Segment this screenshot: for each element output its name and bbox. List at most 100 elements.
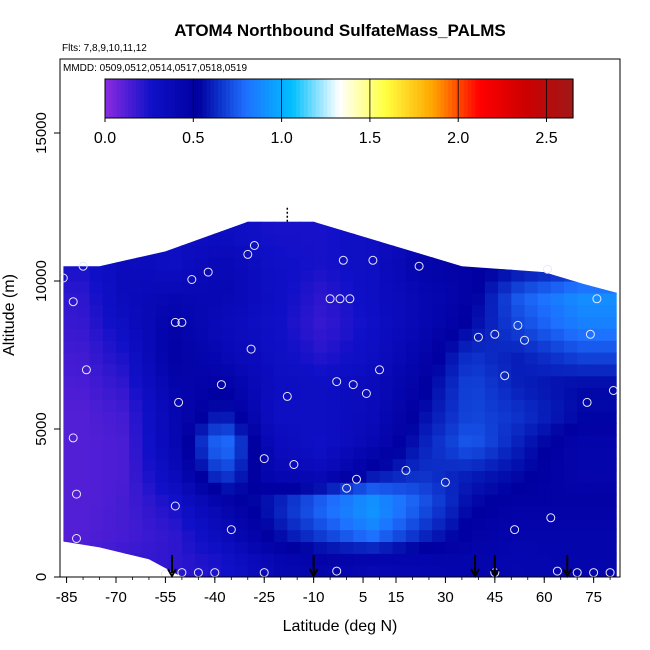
heatmap-cell [260, 257, 275, 270]
heatmap-cell [168, 541, 183, 554]
colorbar-segment [467, 79, 473, 118]
heatmap-cell [405, 245, 420, 258]
heatmap-cell [577, 281, 591, 294]
heatmap-cell [208, 541, 222, 554]
heatmap-cell [221, 411, 236, 424]
heatmap-cell [142, 363, 157, 377]
heatmap-cell [155, 399, 170, 412]
heatmap-cell [432, 340, 446, 353]
sample-point [246, 344, 256, 354]
heatmap-cell [484, 494, 499, 507]
heatmap-cell [603, 458, 617, 471]
sample-point [187, 275, 197, 284]
heatmap-cell [564, 399, 578, 412]
heatmap-cell [234, 553, 249, 566]
heatmap-cell [129, 529, 143, 542]
heatmap-cell [76, 221, 91, 223]
heatmap-cell [313, 245, 328, 258]
heatmap-cell [234, 375, 249, 389]
heatmap-cell [142, 423, 157, 436]
heatmap-cell [234, 541, 249, 554]
heatmap-cell [471, 541, 486, 554]
heatmap-cell [511, 529, 526, 542]
heatmap-cell [208, 328, 222, 341]
heatmap-cell [603, 375, 617, 389]
heatmap-cell [379, 375, 394, 389]
colorbar-segment [569, 79, 574, 118]
heatmap-cell [419, 387, 433, 400]
colorbar-segment [420, 79, 426, 118]
heatmap-cell [537, 328, 552, 341]
heatmap-cell [537, 494, 552, 507]
colorbar-segment [436, 79, 441, 118]
sample-point [440, 477, 450, 487]
heatmap-cell [458, 482, 473, 495]
heatmap-cell [564, 292, 578, 306]
heatmap-cell [564, 517, 578, 531]
heatmap-cell [445, 257, 460, 270]
colorbar-segment [147, 79, 153, 118]
heatmap-cell [498, 399, 512, 412]
heatmap-cell [89, 269, 104, 282]
heatmap-cell [195, 304, 209, 318]
heatmap-cell [419, 565, 433, 577]
heatmap-cell [247, 470, 262, 483]
heatmap-cell [392, 553, 407, 566]
heatmap-cell [195, 529, 209, 542]
heatmap-cell [366, 458, 381, 471]
x-tick-label: -10 [303, 589, 325, 606]
heatmap-cell [313, 304, 328, 318]
heatmap-cell [366, 541, 381, 554]
heatmap-cell [287, 399, 302, 412]
heatmap-cell [326, 411, 341, 424]
heatmap-cell [313, 494, 328, 507]
colorbar-segment [136, 79, 141, 118]
dates-note: MMDD: 0509,0512,0514,0517,0518,0519 [63, 63, 247, 74]
heatmap-cell [326, 387, 341, 400]
heatmap-cell [353, 470, 367, 483]
heatmap-cell [208, 281, 222, 294]
heatmap-cell [142, 352, 157, 365]
colorbar-segment [374, 79, 379, 118]
heatmap-cell [432, 517, 446, 531]
colorbar-segment [112, 79, 118, 118]
heatmap-cell [313, 446, 328, 460]
sample-point [259, 454, 269, 464]
heatmap-cell [102, 245, 117, 258]
heatmap-cell [221, 269, 236, 282]
sample-point [325, 294, 335, 304]
heatmap-cell [577, 340, 591, 353]
heatmap-cell [379, 529, 394, 542]
colorbar-segment [132, 79, 137, 118]
heatmap-cell [366, 340, 381, 353]
heatmap-cell [524, 517, 539, 531]
heatmap-cell [274, 304, 288, 318]
heatmap-cell [208, 517, 222, 531]
heatmap-cell [181, 517, 196, 531]
heatmap-cell [168, 494, 183, 507]
colorbar-segment [116, 79, 122, 118]
heatmap-cell [195, 281, 209, 294]
heatmap-cell [590, 423, 605, 436]
heatmap-cell [142, 553, 157, 566]
heatmap-cell [221, 221, 236, 223]
heatmap-cell [129, 446, 143, 460]
heatmap-cell [89, 565, 104, 577]
sample-point [414, 261, 424, 271]
heatmap-cell [287, 363, 302, 377]
heatmap-cell [89, 434, 104, 448]
heatmap-cell [181, 482, 196, 495]
heatmap-cell [537, 257, 552, 270]
heatmap-cell [221, 446, 236, 460]
colorbar-segment [342, 79, 348, 118]
colorbar-segment [510, 79, 516, 118]
heatmap-cell [274, 269, 288, 282]
heatmap-cell [524, 269, 539, 282]
colorbar-segment [288, 79, 293, 118]
heatmap-cell [353, 482, 367, 495]
y-tick-label: 10000 [33, 260, 50, 302]
heatmap-cell [590, 541, 605, 554]
heatmap-cell [63, 541, 78, 554]
heatmap-cell [76, 245, 91, 258]
